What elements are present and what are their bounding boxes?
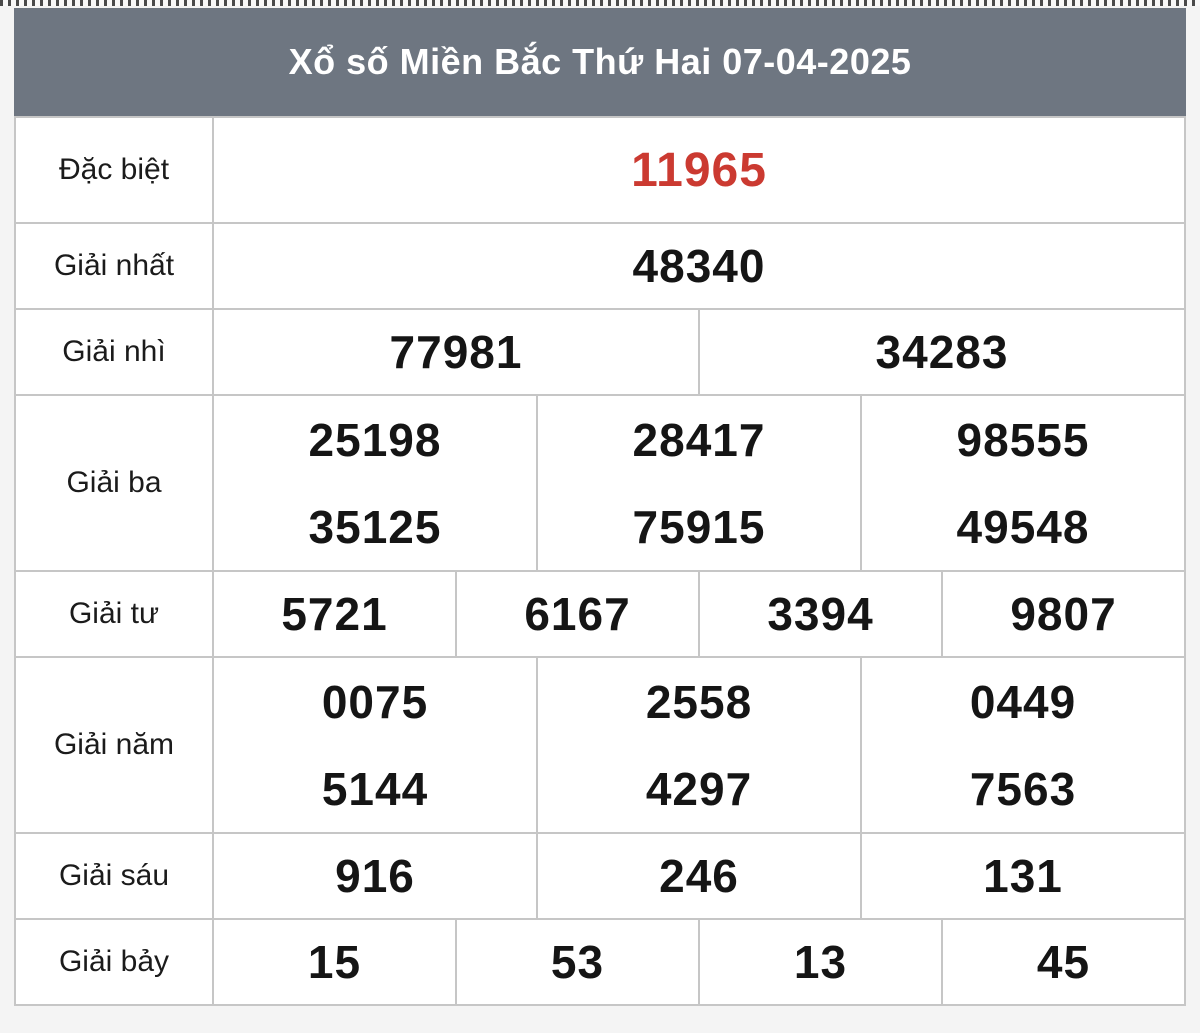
prize-row: Giải ba 25198 35125 28417 75915 98555 49548 [16, 394, 1184, 570]
prize-number-cell: 15 [214, 920, 457, 1004]
prize-number: 131 [983, 850, 1063, 902]
prize-row: Giải bảy 15 53 13 45 [16, 918, 1184, 1004]
prize-number-cell: 0075 5144 [214, 658, 538, 832]
perforated-top-edge [0, 0, 1200, 6]
prize-number: 6167 [524, 588, 631, 640]
prize-number-cell: 77981 [214, 310, 700, 394]
prize-label: Đặc biệt [16, 118, 214, 222]
prize-number: 48340 [632, 240, 766, 292]
prize-label: Giải nhì [16, 310, 214, 394]
prize-number: 3394 [767, 588, 874, 640]
prize-number: 246 [659, 850, 739, 902]
prize-number: 9807 [1010, 588, 1117, 640]
prize-number-cell: 5721 [214, 572, 457, 656]
prize-row: Đặc biệt 11965 [16, 116, 1184, 222]
prize-number: 0075 [321, 675, 429, 728]
prize-number: 11965 [631, 143, 767, 197]
prize-number-cell: 0449 7563 [862, 658, 1184, 832]
prize-number-cell: 45 [943, 920, 1184, 1004]
prize-number: 28417 [632, 413, 766, 466]
prize-number: 35125 [308, 500, 442, 553]
prize-number: 25198 [308, 413, 442, 466]
prize-number-cell: 9807 [943, 572, 1184, 656]
prize-label: Giải ba [16, 396, 214, 570]
prize-number: 34283 [875, 326, 1009, 378]
prize-number: 0449 [969, 675, 1077, 728]
prize-label: Giải bảy [16, 920, 214, 1004]
results-table: Đặc biệt 11965 Giải nhất 48340 Giải nhì 77981… [14, 116, 1186, 1006]
prize-number: 53 [550, 936, 605, 988]
page-title: Xổ số Miền Bắc Thứ Hai 07-04-2025 [288, 41, 912, 82]
prize-number-cell: 25198 35125 [214, 396, 538, 570]
prize-number: 13 [793, 936, 848, 988]
lottery-results-card: Xổ số Miền Bắc Thứ Hai 07-04-2025 Đặc bi… [14, 8, 1186, 1006]
prize-number: 75915 [632, 500, 766, 553]
prize-number: 77981 [389, 326, 523, 378]
prize-number: 2558 [645, 675, 753, 728]
prize-number-cell: 53 [457, 920, 700, 1004]
prize-number-cell: 11965 [214, 118, 1184, 222]
prize-number: 916 [335, 850, 415, 902]
prize-number-cell: 916 [214, 834, 538, 918]
prize-number-cell: 3394 [700, 572, 943, 656]
page: Xổ số Miền Bắc Thứ Hai 07-04-2025 Đặc bi… [0, 6, 1200, 1006]
prize-number-cell: 34283 [700, 310, 1184, 394]
prize-number-cell: 246 [538, 834, 862, 918]
prize-number: 5721 [281, 588, 388, 640]
prize-number-cell: 131 [862, 834, 1184, 918]
prize-label: Giải năm [16, 658, 214, 832]
prize-number: 4297 [645, 762, 753, 815]
prize-row: Giải nhất 48340 [16, 222, 1184, 308]
prize-number-cell: 13 [700, 920, 943, 1004]
prize-row: Giải sáu 916 246 131 [16, 832, 1184, 918]
prize-number: 5144 [321, 762, 429, 815]
prize-number-cell: 28417 75915 [538, 396, 862, 570]
prize-number-cell: 2558 4297 [538, 658, 862, 832]
prize-label: Giải tư [16, 572, 214, 656]
prize-number: 15 [307, 936, 362, 988]
prize-row: Giải năm 0075 5144 2558 4297 0449 7563 [16, 656, 1184, 832]
prize-number: 45 [1036, 936, 1091, 988]
prize-label: Giải sáu [16, 834, 214, 918]
prize-row: Giải nhì 77981 34283 [16, 308, 1184, 394]
prize-number: 98555 [956, 413, 1090, 466]
prize-number: 7563 [969, 762, 1077, 815]
prize-number-cell: 48340 [214, 224, 1184, 308]
prize-row: Giải tư 5721 6167 3394 9807 [16, 570, 1184, 656]
prize-number-cell: 6167 [457, 572, 700, 656]
prize-label: Giải nhất [16, 224, 214, 308]
prize-number-cell: 98555 49548 [862, 396, 1184, 570]
results-header: Xổ số Miền Bắc Thứ Hai 07-04-2025 [14, 8, 1186, 116]
prize-number: 49548 [956, 500, 1090, 553]
